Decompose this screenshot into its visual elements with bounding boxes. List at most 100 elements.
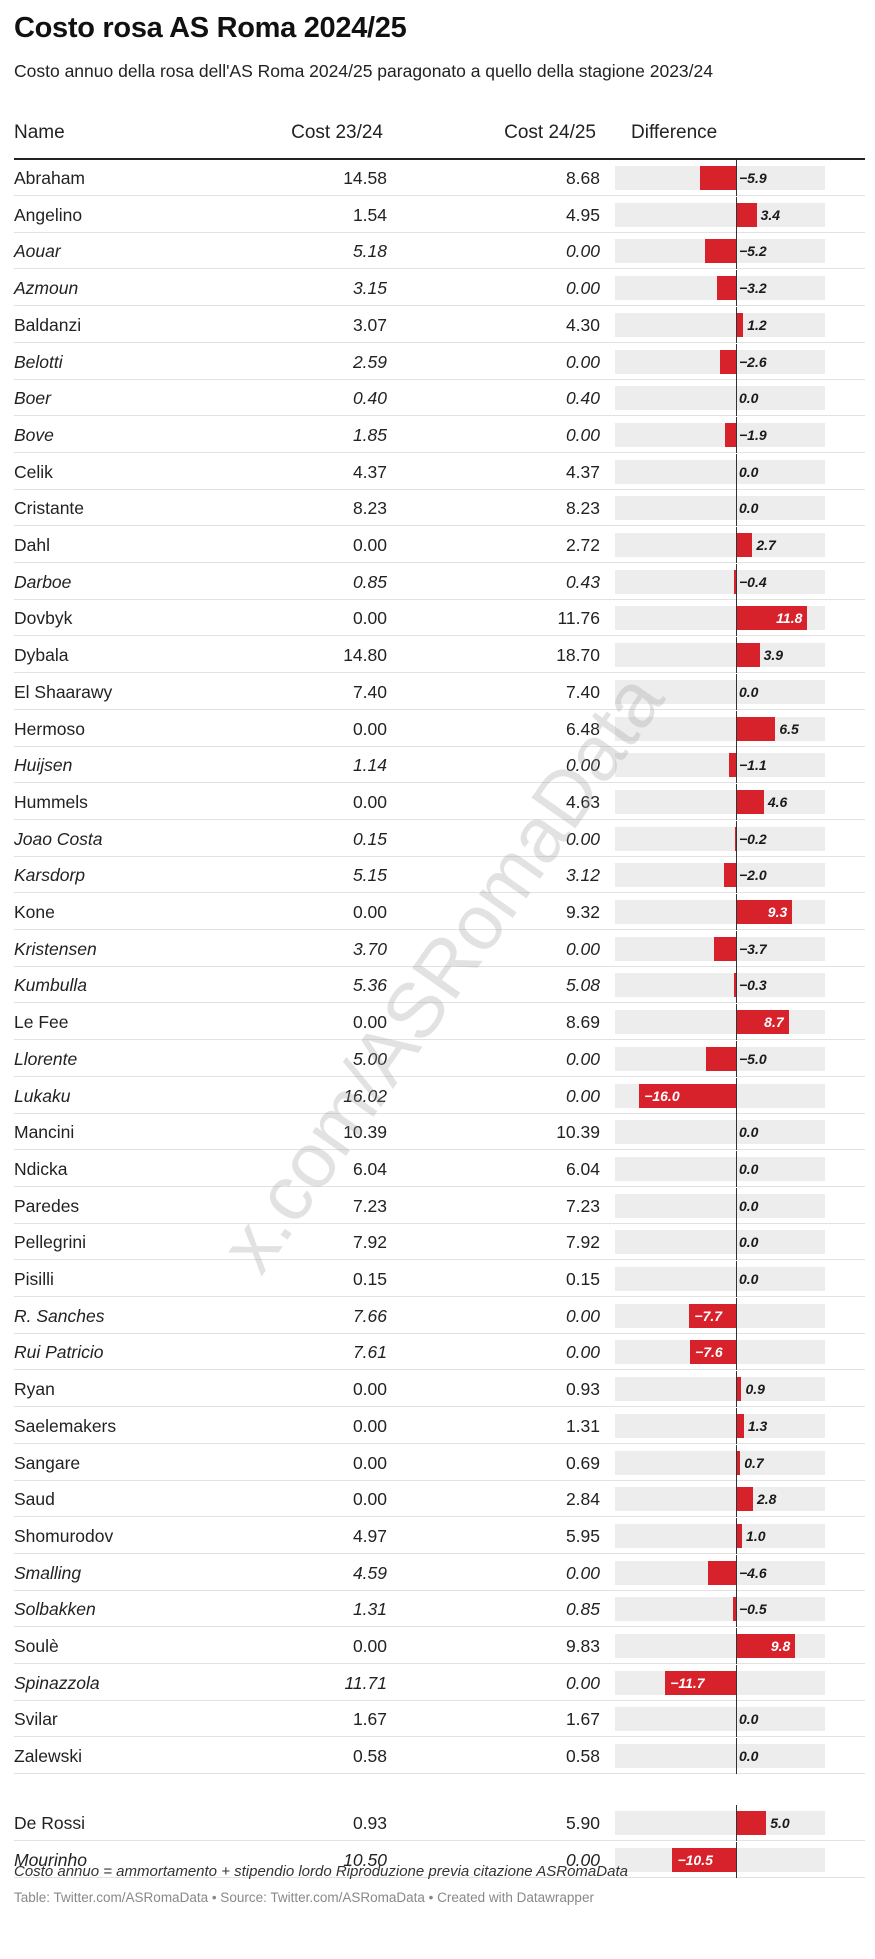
- cost-2425-value: 9.83: [565, 1636, 600, 1656]
- cost-2425-value: 0.00: [565, 1085, 600, 1106]
- zero-line: [736, 1114, 737, 1151]
- zero-line: [736, 1077, 737, 1114]
- cost-2324-value: 0.15: [352, 1269, 387, 1289]
- difference-bar-track: [615, 863, 825, 888]
- zero-line: [736, 1804, 737, 1841]
- zero-line: [736, 160, 737, 196]
- player-name: Ryan: [14, 1379, 55, 1400]
- cost-2324-value: 6.04: [352, 1158, 387, 1179]
- cost-2425-value: 0.85: [565, 1599, 600, 1620]
- cost-2324-value: 0.00: [352, 608, 387, 629]
- player-name: Mancini: [14, 1122, 75, 1143]
- cost-2324-value: 7.40: [352, 681, 387, 702]
- table-row: Paredes 7.23 7.23 0.0: [14, 1187, 865, 1224]
- zero-line: [736, 930, 737, 967]
- difference-label: −7.7: [694, 1307, 723, 1324]
- zero-line: [736, 416, 737, 453]
- difference-label: −11.7: [670, 1674, 705, 1691]
- zero-line: [736, 1591, 737, 1628]
- difference-bar-track: [615, 1810, 825, 1835]
- zero-line: [736, 1150, 737, 1187]
- difference-bar: [736, 789, 764, 814]
- difference-bar: [736, 1010, 789, 1035]
- cost-2425-value: 8.23: [565, 498, 600, 519]
- cost-2425-value: 5.08: [565, 975, 600, 996]
- cost-2324-value: 0.40: [352, 388, 387, 409]
- cost-2425-value: 0.00: [565, 1048, 600, 1069]
- table-row: Abraham 14.58 8.68 −5.9: [14, 160, 865, 196]
- zero-line: [736, 783, 737, 820]
- difference-label: −10.5: [677, 1851, 713, 1868]
- table-row: Llorente 5.00 0.00 −5.0: [14, 1040, 865, 1077]
- player-name: Celik: [14, 461, 53, 482]
- difference-bar: [736, 606, 808, 631]
- difference-bar: [713, 936, 736, 961]
- player-name: De Rossi: [14, 1812, 85, 1833]
- player-name: Saud: [14, 1489, 55, 1510]
- player-name: Baldanzi: [14, 314, 82, 335]
- difference-label: −0.2: [739, 830, 767, 847]
- zero-line: [736, 1554, 737, 1591]
- zero-line: [736, 1664, 737, 1701]
- difference-bar-track: [615, 1156, 825, 1181]
- player-name: Lukaku: [14, 1085, 71, 1106]
- zero-line: [736, 233, 737, 270]
- table-row: Dovbyk 0.00 11.76 11.8: [14, 600, 865, 637]
- table-row: Baldanzi 3.07 4.30 1.2: [14, 306, 865, 343]
- cost-2324-value: 7.61: [352, 1342, 387, 1363]
- header-cost-2425: Cost 24/25: [504, 122, 596, 143]
- difference-bar-track: [615, 422, 825, 447]
- difference-label: −0.5: [739, 1601, 767, 1618]
- difference-label: 2.8: [756, 1491, 777, 1508]
- difference-bar: [736, 1634, 796, 1658]
- cost-2324-value: 7.66: [352, 1305, 387, 1326]
- table-row: Rui Patricio 7.61 0.00 −7.6: [14, 1334, 865, 1371]
- cost-2425-value: 6.04: [565, 1158, 600, 1179]
- table-row: Celik 4.37 4.37 0.0: [14, 453, 865, 490]
- cost-2425-value: 3.12: [565, 865, 600, 886]
- footnote: Costo annuo = ammortamento + stipendio l…: [14, 1863, 628, 1880]
- table-row: Mourinho 10.50 0.00 −10.5: [14, 1841, 865, 1878]
- header-cost-2324: Cost 23/24: [291, 122, 383, 143]
- zero-line: [736, 1701, 737, 1738]
- cost-2324-value: 5.36: [352, 975, 387, 996]
- table-row: Sangare 0.00 0.69 0.7: [14, 1444, 865, 1481]
- zero-line: [736, 894, 737, 930]
- table-row: Cristante 8.23 8.23 0.0: [14, 490, 865, 527]
- table-row: Kone 0.00 9.32 9.3: [14, 894, 865, 930]
- difference-bar: [705, 1046, 736, 1071]
- difference-label: 0.7: [744, 1454, 764, 1471]
- table-row: Svilar 1.67 1.67 0.0: [14, 1701, 865, 1738]
- table-row: De Rossi 0.93 5.90 5.0: [14, 1804, 865, 1841]
- player-name: Bove: [14, 424, 54, 445]
- table-row: Pellegrini 7.92 7.92 0.0: [14, 1224, 865, 1261]
- difference-label: −7.6: [695, 1344, 723, 1361]
- difference-bar-track: [615, 900, 825, 924]
- difference-label: 0.9: [745, 1381, 765, 1398]
- zero-line: [736, 490, 737, 527]
- table-row: Boer 0.40 0.40 0.0: [14, 380, 865, 417]
- player-name: Cristante: [14, 498, 85, 519]
- cost-2425-value: 0.00: [565, 1342, 600, 1363]
- table-row: Dybala 14.80 18.70 3.9: [14, 637, 865, 674]
- zero-line: [736, 270, 737, 307]
- difference-label: −5.2: [739, 243, 767, 260]
- chart-title: Costo rosa AS Roma 2024/25: [14, 12, 407, 44]
- cost-2425-value: 4.63: [565, 791, 600, 812]
- difference-label: −16.0: [644, 1087, 680, 1104]
- table-row: Azmoun 3.15 0.00 −3.2: [14, 270, 865, 307]
- table-row: Le Fee 0.00 8.69 8.7: [14, 1004, 865, 1041]
- player-name: Soulè: [14, 1636, 59, 1656]
- player-name: Kristensen: [14, 938, 97, 959]
- difference-bar: [665, 1670, 736, 1695]
- player-name: Rui Patricio: [14, 1342, 104, 1363]
- table-row: Saud 0.00 2.84 2.8: [14, 1481, 865, 1518]
- cost-2324-value: 4.37: [352, 461, 387, 482]
- player-name: Pisilli: [14, 1269, 54, 1289]
- player-name: Kone: [14, 902, 55, 922]
- cost-2425-value: 0.00: [565, 1562, 600, 1583]
- table-row: Saelemakers 0.00 1.31 1.3: [14, 1407, 865, 1444]
- cost-2324-value: 14.58: [343, 168, 387, 188]
- difference-bar-track: [615, 1487, 825, 1512]
- zero-line: [736, 1841, 737, 1878]
